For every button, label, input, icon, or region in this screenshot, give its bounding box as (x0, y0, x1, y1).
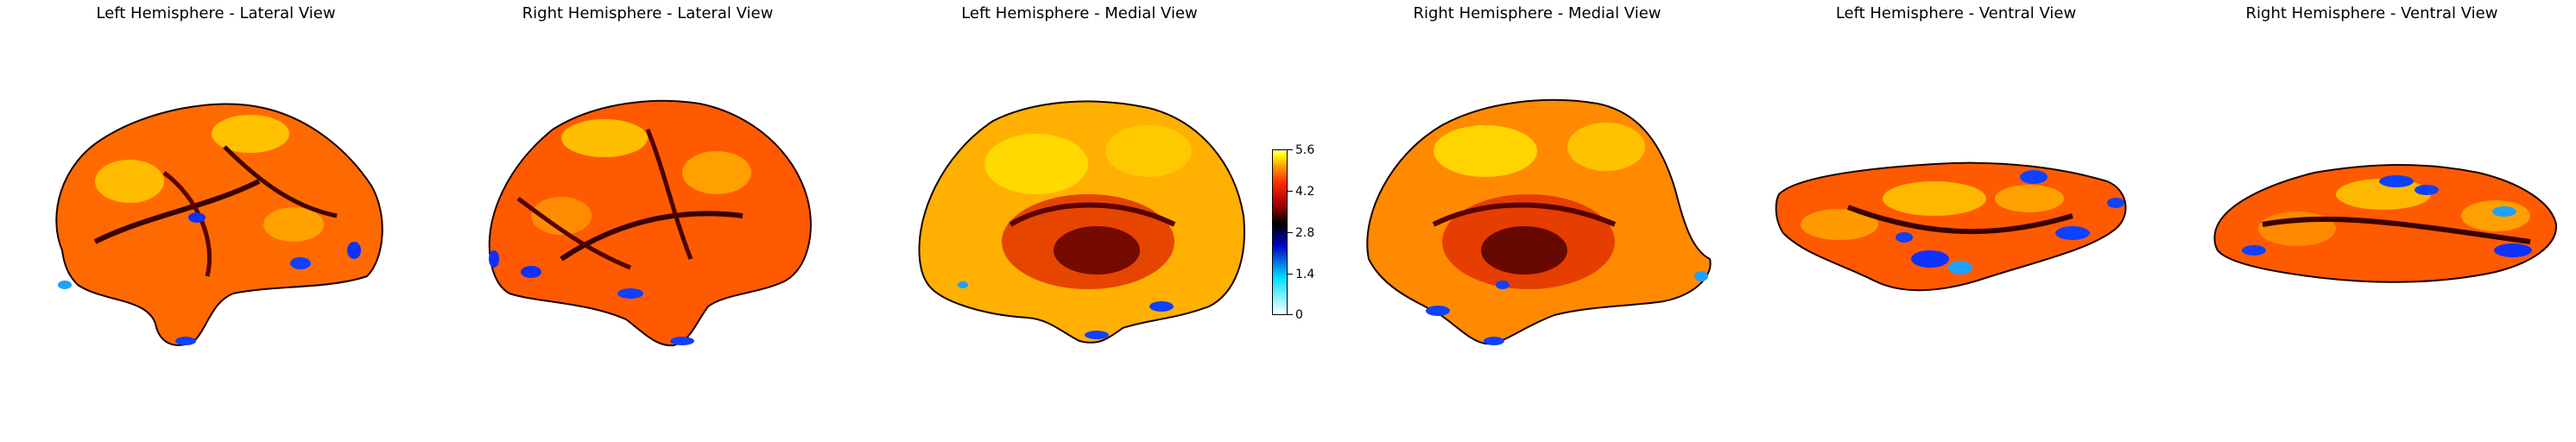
colorbar-tick (1288, 314, 1293, 315)
colorbar-tick-label: 5.6 (1295, 143, 1315, 157)
brain-surface-image (1775, 161, 2127, 292)
panel-title: Left Hemisphere - Lateral View (96, 4, 336, 22)
panel-left-lateral: Left Hemisphere - Lateral View (0, 0, 432, 442)
colorbar-tick (1288, 274, 1293, 275)
panel-title: Left Hemisphere - Ventral View (1835, 4, 2077, 22)
brain-surface-image (1366, 98, 1712, 345)
brain-surface-image (918, 100, 1245, 344)
colorbar-tick-label: 2.8 (1295, 226, 1315, 240)
panel-title: Right Hemisphere - Lateral View (522, 4, 774, 22)
colorbar-tick-label: 1.4 (1295, 268, 1315, 281)
panel-right-ventral: Right Hemisphere - Ventral View (2168, 0, 2576, 442)
colorbar-tick (1288, 149, 1293, 150)
panel-left-ventral: Left Hemisphere - Ventral View (1744, 0, 2168, 442)
colorbar-tick (1288, 232, 1293, 233)
panel-title: Left Hemisphere - Medial View (961, 4, 1198, 22)
panel-right-medial: Right Hemisphere - Medial View (1330, 0, 1744, 442)
panel-left-medial: Left Hemisphere - Medial View (864, 0, 1295, 442)
colorbar-tick-label: 4.2 (1295, 185, 1315, 199)
panel-title: Right Hemisphere - Medial View (1413, 4, 1661, 22)
brain-surface-image (488, 99, 812, 347)
colorbar-tick-label: 0 (1295, 308, 1303, 322)
panel-right-lateral: Right Hemisphere - Lateral View (432, 0, 864, 442)
panel-title: Right Hemisphere - Ventral View (2245, 4, 2498, 22)
colorbar-tick (1288, 191, 1293, 192)
brain-surface-image (55, 103, 383, 346)
colorbar (1272, 149, 1288, 315)
brain-surface-image (2213, 164, 2558, 283)
